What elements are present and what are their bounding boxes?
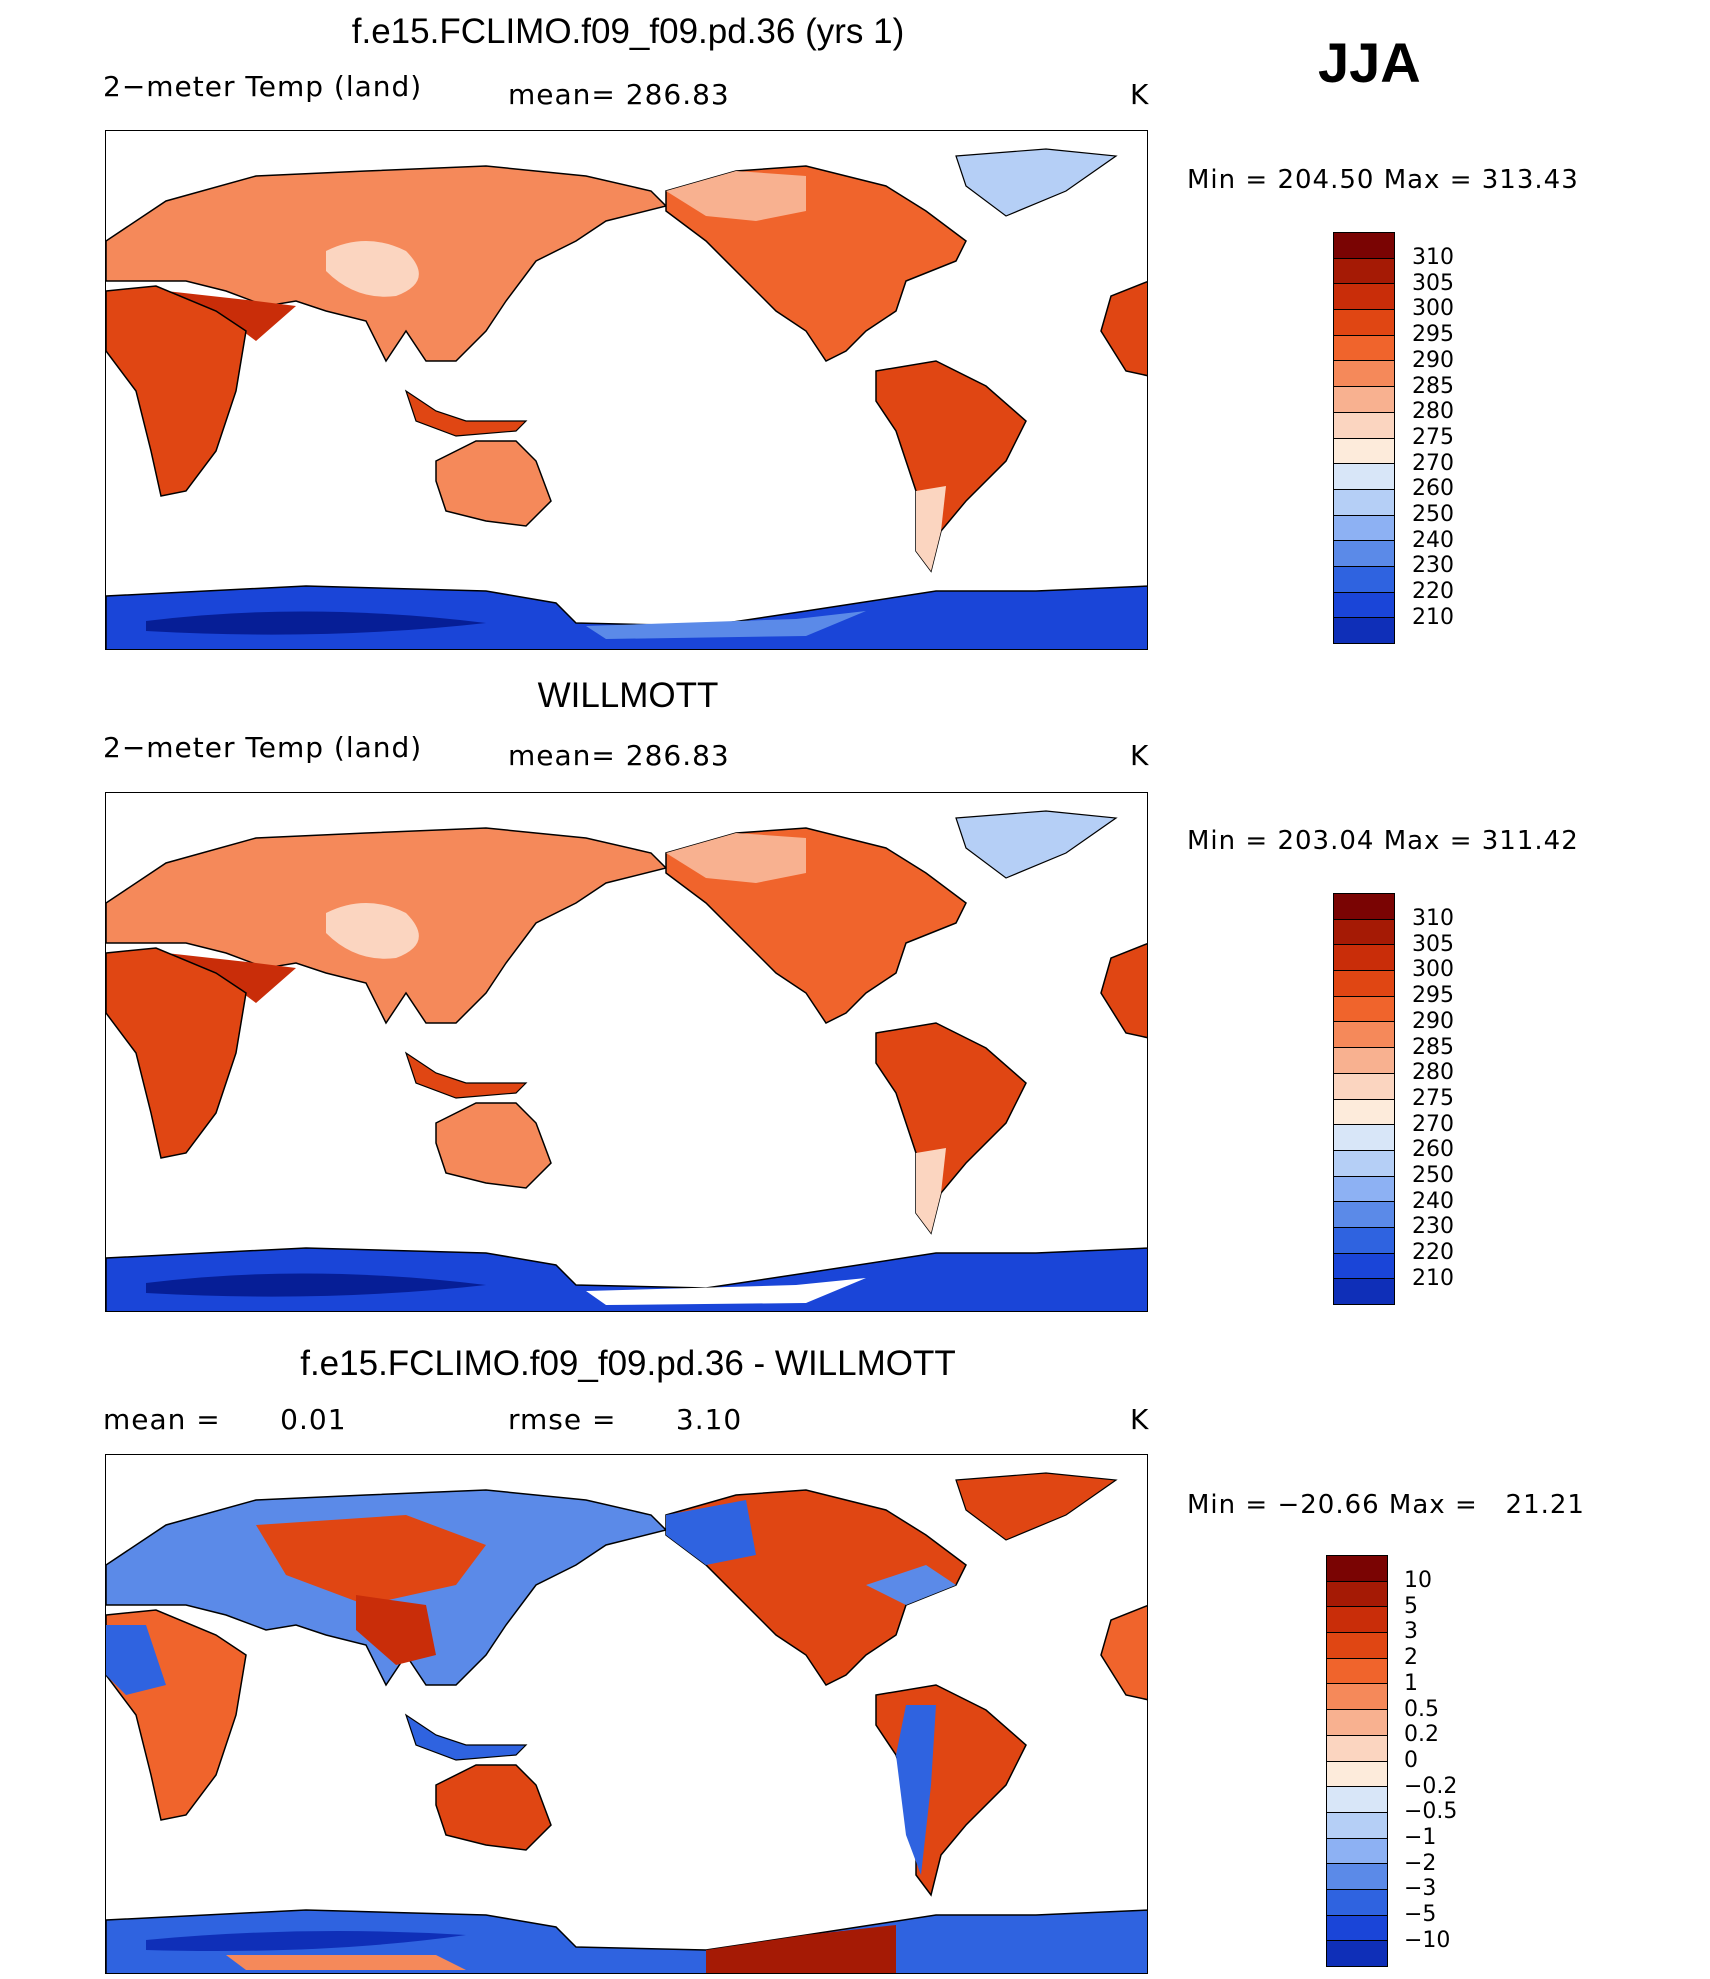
colorbar-tick-label: 275 bbox=[1412, 1085, 1454, 1111]
panel-2-variable-label: 2−meter Temp (land) bbox=[103, 731, 423, 764]
colorbar-tick-label: −0.2 bbox=[1404, 1773, 1458, 1799]
colorbar-tick-label: 210 bbox=[1412, 1265, 1454, 1291]
colorbar-tick-label: 300 bbox=[1412, 957, 1454, 983]
colorbar-tick-label: 305 bbox=[1412, 931, 1454, 957]
panel-3-mean-label: mean = 0.01 bbox=[103, 1403, 347, 1436]
colorbar-tick-label: 270 bbox=[1412, 450, 1454, 476]
colorbar-tick-label: 290 bbox=[1412, 347, 1454, 373]
colorbar-tick-label: 10 bbox=[1404, 1568, 1432, 1593]
panel-1-colorbar-labels: 310 305 300 295 290 285 280 275 270 260 … bbox=[1412, 245, 1454, 631]
obs-2m-temperature-map bbox=[105, 792, 1148, 1312]
panel-1-units-label: K bbox=[1130, 78, 1150, 111]
panel-1-colorbar bbox=[1333, 232, 1395, 644]
colorbar-tick-label: 1 bbox=[1404, 1670, 1418, 1696]
panel-3-title: f.e15.FCLIMO.f09_f09.pd.36 - WILLMOTT bbox=[300, 1344, 956, 1383]
colorbar-tick-label: −5 bbox=[1404, 1902, 1437, 1928]
panel-2-title: WILLMOTT bbox=[537, 676, 719, 715]
colorbar-tick-label: −1 bbox=[1404, 1825, 1437, 1851]
colorbar-tick-label: 240 bbox=[1412, 1188, 1454, 1214]
colorbar-tick-label: −2 bbox=[1404, 1850, 1437, 1876]
colorbar-tick-label: 0 bbox=[1404, 1747, 1418, 1773]
colorbar-tick-label: 0.2 bbox=[1404, 1722, 1439, 1748]
colorbar-tick-label: −10 bbox=[1404, 1927, 1451, 1953]
difference-2m-temperature-map bbox=[105, 1454, 1148, 1974]
colorbar-tick-label: 230 bbox=[1412, 1214, 1454, 1240]
colorbar-tick-label: 295 bbox=[1412, 322, 1454, 348]
colorbar-tick-label: 285 bbox=[1412, 1034, 1454, 1060]
colorbar-tick-label: 230 bbox=[1412, 553, 1454, 579]
colorbar-tick-label: 220 bbox=[1412, 1240, 1454, 1266]
colorbar-tick-label: 220 bbox=[1412, 579, 1454, 605]
colorbar-tick-label: 5 bbox=[1404, 1593, 1418, 1619]
colorbar-tick-label: 250 bbox=[1412, 502, 1454, 528]
colorbar-tick-label: 310 bbox=[1412, 906, 1454, 931]
colorbar-tick-label: 0.5 bbox=[1404, 1696, 1439, 1722]
panel-2-units-label: K bbox=[1130, 739, 1150, 772]
season-label: JJA bbox=[1318, 31, 1421, 94]
colorbar-tick-label: 250 bbox=[1412, 1163, 1454, 1189]
colorbar-tick-label: −0.5 bbox=[1404, 1799, 1458, 1825]
panel-1-title: f.e15.FCLIMO.f09_f09.pd.36 (yrs 1) bbox=[351, 12, 905, 51]
colorbar-tick-label: 2 bbox=[1404, 1645, 1418, 1671]
panel-3-units-label: K bbox=[1130, 1403, 1150, 1436]
colorbar-tick-label: 280 bbox=[1412, 399, 1454, 425]
panel-2-minmax: Min = 203.04 Max = 311.42 bbox=[1187, 826, 1579, 856]
panel-2-mean-label: mean= 286.83 bbox=[508, 739, 730, 772]
colorbar-tick-label: −3 bbox=[1404, 1876, 1437, 1902]
colorbar-tick-label: 295 bbox=[1412, 983, 1454, 1009]
panel-3-colorbar-labels: 10 5 3 2 1 0.5 0.2 0 −0.2 −0.5 −1 −2 −3 … bbox=[1404, 1568, 1457, 1954]
panel-1-variable-label: 2−meter Temp (land) bbox=[103, 70, 423, 103]
model-2m-temperature-map bbox=[105, 130, 1148, 650]
colorbar-tick-label: 210 bbox=[1412, 604, 1454, 630]
colorbar-tick-label: 3 bbox=[1404, 1619, 1418, 1645]
colorbar-tick-label: 275 bbox=[1412, 424, 1454, 450]
colorbar-tick-label: 285 bbox=[1412, 373, 1454, 399]
panel-2-colorbar bbox=[1333, 893, 1395, 1305]
colorbar-tick-label: 305 bbox=[1412, 270, 1454, 296]
colorbar-tick-label: 280 bbox=[1412, 1060, 1454, 1086]
colorbar-tick-label: 240 bbox=[1412, 527, 1454, 553]
panel-3-minmax: Min = −20.66 Max = 21.21 bbox=[1187, 1490, 1585, 1520]
colorbar-tick-label: 270 bbox=[1412, 1111, 1454, 1137]
panel-2-colorbar-labels: 310 305 300 295 290 285 280 275 270 260 … bbox=[1412, 906, 1454, 1292]
panel-1-minmax: Min = 204.50 Max = 313.43 bbox=[1187, 165, 1579, 195]
panel-1-mean-label: mean= 286.83 bbox=[508, 78, 730, 111]
colorbar-tick-label: 300 bbox=[1412, 296, 1454, 322]
colorbar-tick-label: 260 bbox=[1412, 476, 1454, 502]
panel-3-rmse-label: rmse = 3.10 bbox=[508, 1403, 743, 1436]
panel-3-colorbar bbox=[1326, 1555, 1388, 1967]
colorbar-tick-label: 310 bbox=[1412, 245, 1454, 270]
colorbar-tick-label: 290 bbox=[1412, 1008, 1454, 1034]
colorbar-tick-label: 260 bbox=[1412, 1137, 1454, 1163]
